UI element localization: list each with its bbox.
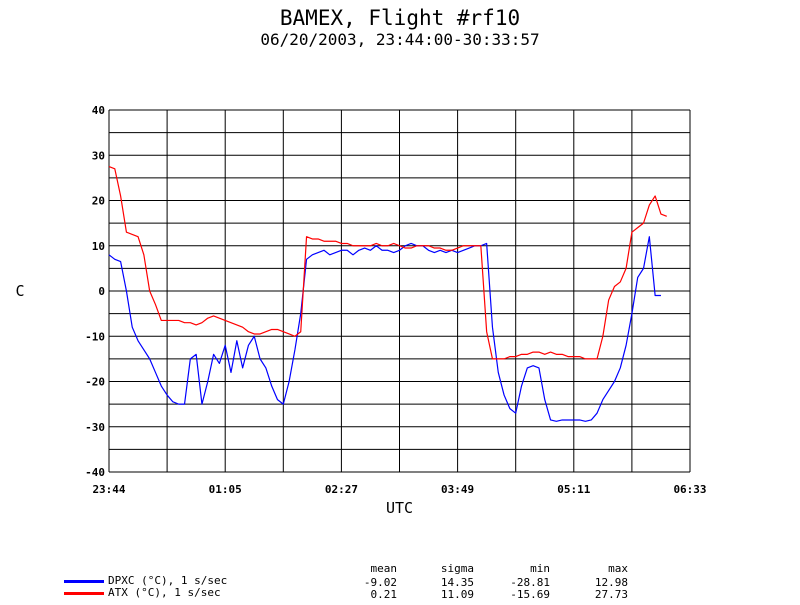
legend-swatch-atx: [64, 592, 104, 595]
legend-label-dpxc: DPXC (°C), 1 s/sec: [108, 574, 228, 587]
y-tick-label: 10: [92, 240, 105, 253]
y-tick-label: 30: [92, 149, 105, 162]
y-tick-label: -40: [85, 466, 105, 479]
x-tick-label: 06:33: [673, 483, 706, 496]
series-line-1: [108, 166, 667, 360]
dpxc-max: 12.98: [594, 576, 628, 589]
y-tick-label: -30: [85, 421, 105, 434]
legend-header-sigma: sigma: [440, 562, 474, 575]
dpxc-min: -28.81: [510, 576, 550, 589]
x-tick-label: 02:27: [325, 483, 358, 496]
x-tick-label: 05:11: [557, 483, 590, 496]
y-tick-label: 40: [92, 104, 105, 117]
x-axis-label: UTC: [386, 499, 413, 517]
legend-label-atx: ATX (°C), 1 s/sec: [108, 586, 221, 599]
legend-header-min: min: [530, 562, 550, 575]
atx-mean: 0.21: [370, 588, 398, 601]
legend-swatch-dpxc: [64, 580, 104, 583]
x-tick-label: 03:49: [441, 483, 474, 496]
x-tick-label: 23:44: [92, 483, 125, 496]
dpxc-sigma: 14.35: [440, 576, 474, 589]
chart-title: BAMEX, Flight #rf10: [279, 6, 521, 30]
x-tick-label: 01:05: [209, 483, 242, 496]
y-axis-label: C: [15, 282, 24, 300]
y-tick-label: 20: [92, 195, 105, 208]
y-tick-label: 0: [98, 285, 105, 298]
dpxc-mean: -9.02: [363, 576, 397, 589]
legend-header-max: max: [608, 562, 628, 575]
atx-max: 27.73: [594, 588, 628, 601]
chart-subtitle: 06/20/2003, 23:44:00-30:33:57: [260, 30, 540, 49]
atx-sigma: 11.09: [440, 588, 474, 601]
y-tick-label: -20: [85, 376, 105, 389]
atx-min: -15.69: [510, 588, 550, 601]
legend-header-mean: mean: [370, 562, 398, 575]
y-tick-label: -10: [85, 330, 105, 343]
series-line-0: [108, 236, 661, 422]
